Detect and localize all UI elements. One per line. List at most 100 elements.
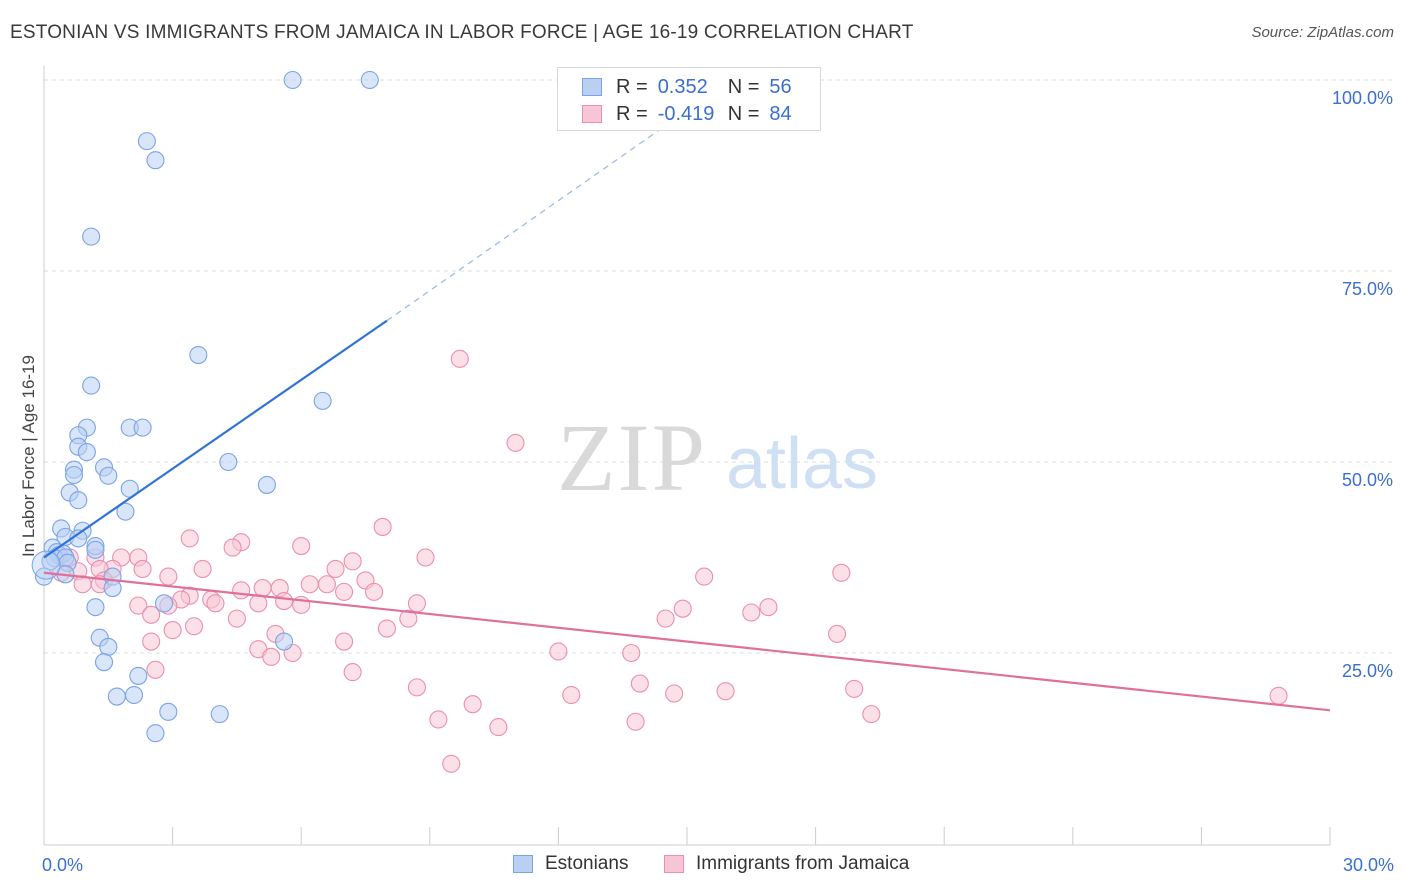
estonian-point: [69, 491, 88, 510]
jamaica-point: [463, 695, 482, 714]
estonian-point: [86, 598, 105, 617]
jamaica-point: [1269, 686, 1288, 705]
jamaica-point: [129, 596, 148, 615]
jamaica-point: [429, 710, 448, 729]
estonian-point: [99, 466, 118, 485]
jamaica-point: [146, 660, 165, 679]
estonian-point: [77, 443, 96, 462]
estonian-trend-extension: [386, 110, 688, 322]
jamaica-point: [163, 621, 182, 640]
jamaica-point: [180, 529, 199, 548]
jamaica-point: [845, 679, 864, 698]
legend-n-label: N =: [727, 102, 760, 125]
jamaica-point: [562, 685, 581, 705]
jamaica-point: [622, 643, 641, 663]
jamaica-point: [133, 559, 152, 579]
jamaica-point: [759, 598, 778, 617]
legend-swatch-blue: [582, 78, 602, 96]
chart-title: ESTONIAN VS IMMIGRANTS FROM JAMAICA IN L…: [10, 22, 914, 43]
legend-n-value: 56: [769, 75, 792, 98]
jamaica-point: [832, 563, 851, 582]
jamaica-point: [335, 632, 354, 651]
legend-row-jamaica: R = -0.419 N = 84: [582, 102, 792, 126]
bottom-legend-swatch-pink: [664, 855, 684, 873]
jamaica-point: [489, 718, 508, 737]
jamaica-point: [232, 581, 251, 600]
estonian-point: [116, 502, 135, 521]
legend-r-value: 0.352: [657, 75, 708, 98]
y-tick-label: 25.0%: [1342, 661, 1393, 681]
watermark: ZIP atlas: [557, 404, 878, 511]
jamaica-point: [300, 575, 319, 594]
y-axis-label: In Labor Force | Age 16-19: [19, 355, 38, 557]
estonian-point: [146, 724, 165, 743]
estonian-point: [146, 151, 165, 170]
watermark-atlas: atlas: [726, 424, 878, 504]
estonian-point: [210, 705, 229, 724]
chart-source: Source: ZipAtlas.com: [1251, 24, 1394, 41]
estonian-point: [124, 685, 144, 705]
label-layer: 100.0% 75.0% 50.0% 25.0% 0.0% 30.0%: [42, 88, 1394, 875]
estonian-point: [103, 579, 122, 598]
jamaica-point: [142, 632, 161, 651]
legend-r-label: R =: [616, 102, 648, 125]
estonian-point: [159, 702, 178, 721]
trend-layer: [43, 110, 1331, 712]
estonian-trend-line: [43, 319, 388, 559]
estonian-point-cluster: [31, 550, 61, 580]
bottom-legend-jamaica: Immigrants from Jamaica: [664, 851, 909, 877]
jamaica-point: [377, 619, 396, 638]
jamaica-trend-line: [43, 571, 1331, 712]
jamaica-point: [506, 433, 525, 452]
estonian-point: [275, 632, 294, 651]
y-tick-label: 100.0%: [1332, 88, 1393, 108]
jamaica-point: [416, 548, 435, 567]
estonian-point: [133, 418, 152, 437]
bottom-legend-label: Immigrants from Jamaica: [696, 853, 910, 874]
legend-r-value: -0.419: [657, 102, 715, 125]
y-tick-label: 50.0%: [1342, 470, 1393, 490]
jamaica-point: [326, 559, 345, 579]
jamaica-point: [343, 552, 362, 571]
jamaica-point: [73, 575, 92, 594]
jamaica-point: [142, 605, 161, 624]
bottom-legend-label: Estonians: [545, 853, 629, 874]
legend-n-value: 84: [769, 102, 792, 125]
jamaica-point: [407, 594, 426, 613]
jamaica-point: [450, 349, 469, 368]
estonian-points: [31, 70, 379, 743]
jamaica-point: [630, 674, 649, 693]
legend-row-estonians: R = 0.352 N = 56: [582, 75, 792, 99]
estonian-point: [64, 465, 84, 485]
jamaica-point: [193, 559, 212, 579]
jamaica-point: [862, 705, 881, 724]
estonian-point: [189, 345, 208, 365]
jamaica-point: [206, 594, 225, 613]
bottom-legend-estonians: Estonians: [513, 851, 628, 877]
jamaica-point: [626, 712, 645, 731]
jamaica-point: [275, 591, 294, 611]
jamaica-point: [656, 609, 675, 628]
jamaica-point: [407, 678, 426, 697]
estonian-point: [257, 475, 276, 494]
estonian-point: [360, 70, 379, 90]
jamaica-point: [549, 642, 568, 661]
estonian-point: [137, 132, 156, 151]
jamaica-point: [253, 579, 272, 598]
legend-n-label: N =: [727, 75, 760, 98]
jamaica-point: [317, 575, 336, 594]
jamaica-point: [292, 536, 311, 556]
legend-r-label: R =: [616, 75, 648, 98]
estonian-point: [313, 391, 332, 410]
jamaica-point: [695, 567, 714, 586]
jamaica-point: [262, 647, 281, 666]
axis-layer: [43, 66, 1331, 846]
jamaica-point: [227, 609, 246, 628]
jamaica-point: [673, 599, 692, 618]
jamaica-point: [365, 582, 384, 601]
jamaica-point: [335, 582, 354, 601]
jamaica-point: [223, 538, 242, 557]
jamaica-point: [742, 603, 761, 622]
grid-layer: [44, 79, 1392, 654]
